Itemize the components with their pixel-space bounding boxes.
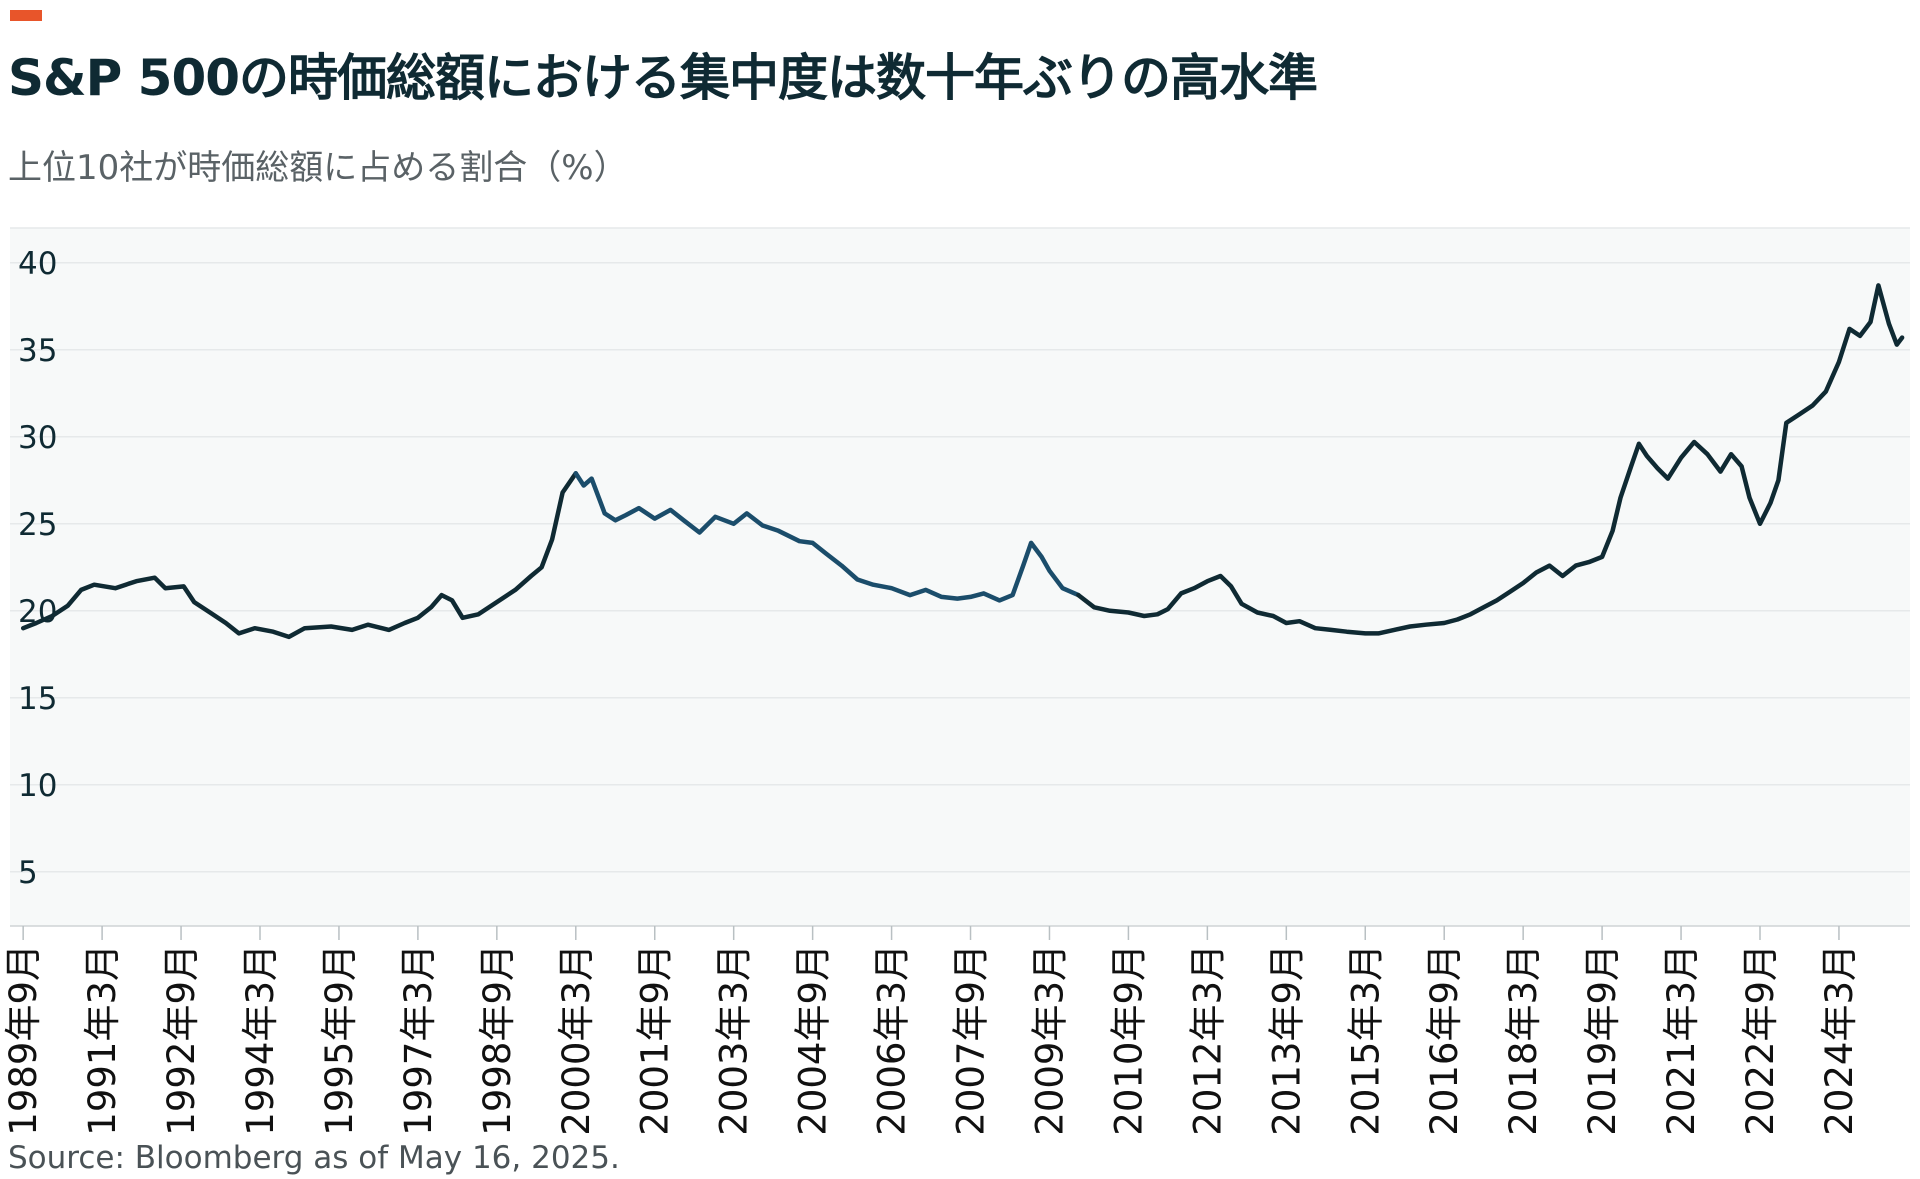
brand-accent-bar (10, 10, 42, 21)
y-tick-label: 10 (18, 768, 57, 804)
y-tick-label: 25 (18, 507, 57, 543)
x-tick-label: 1992年9月 (160, 944, 203, 1136)
x-axis: 1989年9月 1991年3月 1992年9月 1994年3月 1995年9月 1997年… (2, 925, 1910, 1136)
series-layer (20, 283, 1905, 640)
grid-lines (10, 227, 1910, 873)
x-tick-label: 1995年9月 (318, 944, 361, 1136)
chart-title: S&P 500の時価総額における集中度は数十年ぶりの高水準 (8, 49, 1318, 107)
chart-subtitle: 上位10社が時価総額に占める割合（%） (8, 148, 628, 188)
y-tick-label: 30 (18, 420, 57, 456)
x-tick-label: 2004年9月 (792, 944, 835, 1136)
source-note: Source: Bloomberg as of May 16, 2025. (8, 1140, 620, 1176)
x-tick-label: 2022年9月 (1739, 944, 1782, 1136)
x-tick-label: 2024年3月 (1818, 944, 1861, 1136)
x-tick-label: 1989年9月 (2, 944, 45, 1136)
series-line-2009-2025 (1076, 283, 1905, 636)
x-tick-label: 1997年3月 (397, 944, 440, 1136)
x-tick-label: 2010年9月 (1107, 944, 1150, 1136)
series-line-2000-2009 (573, 471, 1081, 603)
x-tick-label: 2001年9月 (634, 944, 677, 1136)
x-tick-label: 2003年3月 (713, 944, 756, 1136)
y-tick-label: 15 (18, 681, 57, 717)
x-tick-label: 2009年3月 (1028, 944, 1071, 1136)
y-tick-label: 40 (18, 246, 57, 282)
x-tick-label: 2006年3月 (871, 944, 914, 1136)
x-tick-label: 2019年9月 (1581, 944, 1624, 1136)
x-tick-label: 2013年9月 (1265, 944, 1308, 1136)
x-tick-label: 2012年3月 (1186, 944, 1229, 1136)
x-tick-label: 2016年9月 (1423, 944, 1466, 1136)
x-tick-label: 1998年9月 (476, 944, 519, 1136)
y-tick-label: 35 (18, 333, 57, 369)
y-tick-label: 5 (18, 855, 38, 891)
x-tick-label: 2018年3月 (1502, 944, 1545, 1136)
x-tick-label: 2007年9月 (950, 944, 993, 1136)
x-tick-label: 2000年3月 (555, 944, 598, 1136)
series-line-1989-2000 (20, 471, 579, 640)
plot-background (10, 228, 1910, 926)
x-tick-label: 2015年3月 (1344, 944, 1387, 1136)
x-tick-label: 2021年3月 (1660, 944, 1703, 1136)
x-tick-label: 1991年3月 (81, 944, 124, 1136)
x-tick-label: 1994年3月 (239, 944, 282, 1136)
